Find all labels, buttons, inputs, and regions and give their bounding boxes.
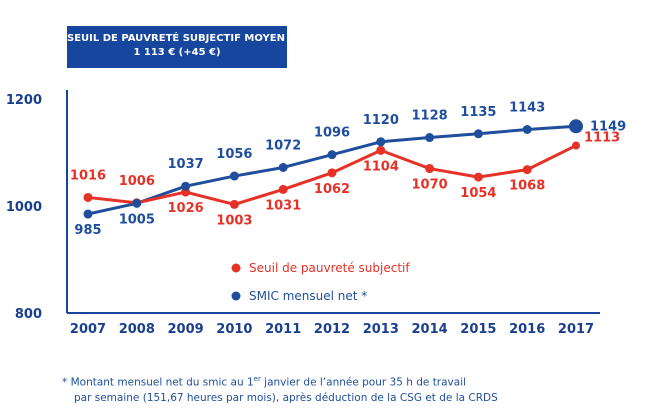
data-label-smic: 1096 [314, 126, 350, 141]
data-point-smic [83, 209, 93, 219]
data-label-seuil: 1031 [265, 198, 301, 213]
data-point-smic [278, 162, 288, 172]
x-tick-label: 2017 [558, 322, 594, 337]
data-label-smic: 1135 [460, 105, 496, 120]
data-label-smic: 1037 [168, 157, 204, 172]
legend-label-smic: SMIC mensuel net * [249, 289, 367, 303]
data-label-seuil: 1104 [363, 159, 399, 174]
data-point-smic [522, 124, 532, 134]
data-point-smic [229, 171, 239, 181]
y-tick-label: 1000 [6, 200, 42, 215]
footnote-line-1-sup: er [253, 375, 261, 383]
data-label-smic: 985 [74, 223, 101, 238]
footnote-line-1-start: * Montant mensuel net du smic au 1 [62, 376, 254, 389]
x-tick-label: 2013 [363, 322, 399, 337]
x-tick-label: 2016 [509, 322, 545, 337]
x-tick-label: 2010 [216, 322, 252, 337]
x-tick-label: 2008 [119, 322, 155, 337]
data-point-smic [376, 137, 386, 147]
data-label-seuil: 1070 [412, 178, 448, 193]
data-point-seuil [229, 199, 239, 209]
data-label-seuil: 1003 [216, 213, 252, 228]
data-label-seuil: 1068 [509, 179, 545, 194]
data-label-smic: 1005 [119, 212, 155, 227]
data-label-seuil: 1006 [119, 174, 155, 189]
chart-title-banner: SEUIL DE PAUVRETÉ SUBJECTIF MOYEN : 1 11… [67, 26, 293, 68]
data-label-smic: 1072 [265, 138, 301, 153]
data-point-seuil [278, 184, 288, 194]
legend-marker-seuil [231, 263, 241, 273]
data-label-smic: 1056 [216, 147, 252, 162]
banner-line-1: SEUIL DE PAUVRETÉ SUBJECTIF MOYEN : [67, 33, 293, 44]
y-tick-label: 1200 [6, 93, 42, 108]
chart-legend: Seuil de pauvreté subjectif SMIC mensuel … [231, 261, 410, 303]
data-label-seuil: 1113 [584, 131, 620, 146]
data-point-smic [132, 198, 142, 208]
data-label-seuil: 1016 [70, 168, 106, 183]
data-point-seuil [572, 141, 580, 150]
data-label-smic: 1128 [412, 109, 448, 124]
data-point-seuil [83, 192, 93, 202]
x-tick-label: 2009 [168, 322, 204, 337]
banner-line-2: 1 113 € (+45 €) [133, 47, 221, 58]
legend-label-seuil: Seuil de pauvreté subjectif [249, 261, 410, 275]
data-point-seuil [327, 168, 337, 178]
data-label-seuil: 1062 [314, 182, 350, 197]
chart-axes: 800 1000 1200 2007 2008 2009 2010 2011 2012 2013 2… [6, 90, 600, 337]
data-point-seuil [376, 145, 386, 155]
x-tick-label: 2011 [265, 322, 301, 337]
data-point-smic [425, 133, 435, 143]
x-tick-label: 2012 [314, 322, 350, 337]
x-tick-label: 2007 [70, 322, 106, 337]
data-label-smic: 1143 [509, 100, 545, 115]
data-point-smic [569, 119, 583, 134]
data-point-smic [327, 150, 337, 160]
x-tick-label: 2014 [412, 322, 448, 337]
chart-series: 1016 1006 1026 1003 1031 1062 1104 1070 1054 1068… [70, 100, 626, 238]
footnote-line-2: par semaine (151,67 heures par mois), ap… [74, 391, 498, 404]
data-point-seuil [473, 172, 483, 182]
footnote: * Montant mensuel net du smic au 1er jan… [62, 372, 498, 406]
data-point-smic [473, 129, 483, 139]
data-point-smic [181, 181, 191, 191]
data-label-seuil: 1054 [460, 186, 496, 201]
data-point-seuil [425, 164, 435, 174]
legend-marker-smic [231, 291, 241, 301]
data-label-smic: 1149 [590, 119, 626, 134]
x-tick-label: 2015 [460, 322, 496, 337]
data-label-seuil: 1026 [168, 201, 204, 216]
footnote-line-1-end: janvier de l’année pour 35 h de travail [260, 376, 467, 389]
data-point-seuil [522, 165, 532, 175]
y-tick-label: 800 [15, 307, 42, 322]
data-label-smic: 1120 [363, 113, 399, 128]
